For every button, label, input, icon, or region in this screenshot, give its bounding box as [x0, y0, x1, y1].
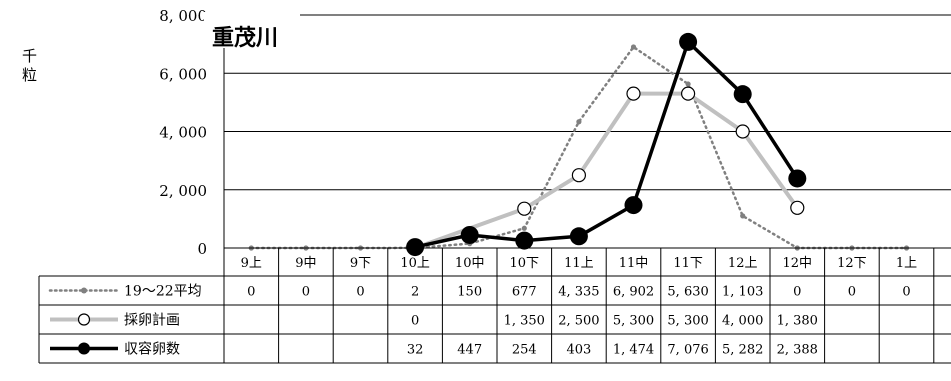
- data-point: [626, 86, 641, 101]
- data-point: [680, 86, 696, 101]
- data-point: [685, 81, 691, 87]
- data-point: [630, 44, 637, 50]
- data-point: [515, 231, 534, 250]
- data-point: [790, 200, 805, 215]
- category-label: 10上: [400, 256, 430, 271]
- data-point: [679, 32, 698, 51]
- table-cell-value: 0: [902, 285, 910, 300]
- table-cell-value: 4, 000: [722, 314, 763, 329]
- table-cell-value: 0: [247, 285, 255, 300]
- y-tick-label: 6, 000: [159, 65, 207, 83]
- legend-entry: 19～22平均: [48, 284, 202, 300]
- table-cell-value: 150: [457, 285, 482, 300]
- category-label: 9上: [241, 256, 262, 271]
- table-cell-value: 0: [356, 285, 364, 300]
- table-cell-value: 0: [848, 285, 856, 300]
- series-line: [250, 45, 908, 250]
- data-point: [521, 225, 527, 231]
- y-tick-label: 8, 000: [159, 7, 207, 25]
- series-line: [414, 91, 799, 250]
- data-point: [735, 124, 750, 139]
- category-label: 11上: [564, 256, 594, 271]
- category-label: 10中: [455, 256, 485, 271]
- table-cell-value: 4, 335: [558, 285, 599, 300]
- data-point: [733, 85, 752, 104]
- table-cell-value: 2, 500: [558, 314, 599, 329]
- table-cell-value: 5, 300: [667, 314, 708, 329]
- data-point: [740, 213, 746, 219]
- title-background: [204, 12, 300, 48]
- y-tick-label: 4, 000: [159, 124, 207, 142]
- gridlines: [223, 14, 951, 248]
- series-lines: [248, 32, 910, 257]
- table-cell-value: 6, 902: [613, 285, 654, 300]
- table-cell-value: 1, 103: [722, 285, 763, 300]
- table-cell-value: 2: [411, 285, 419, 300]
- table-cell-value: 7, 076: [667, 343, 708, 358]
- y-axis-unit-label-2: 粒: [22, 66, 37, 84]
- series-line: [414, 40, 799, 249]
- data-point: [406, 238, 425, 257]
- category-label: 12上: [728, 256, 758, 271]
- table-cell-value: 677: [512, 285, 537, 300]
- y-tick-label: 2, 000: [159, 182, 207, 200]
- table-cell-value: 0: [793, 285, 801, 300]
- category-label: 11中: [619, 256, 649, 271]
- category-label: 9中: [295, 256, 316, 271]
- legend-entry: 収容卵数: [50, 341, 180, 358]
- legend-label: 採卵計画: [124, 313, 180, 329]
- data-point: [624, 196, 643, 215]
- legend-marker: [77, 313, 91, 326]
- category-label: 11下: [673, 256, 703, 271]
- table-cell-value: 0: [302, 285, 310, 300]
- table-cell-value: 32: [407, 343, 424, 358]
- category-label: 12中: [783, 256, 813, 271]
- data-point: [571, 168, 587, 183]
- legend-label: 収容卵数: [124, 341, 180, 358]
- category-label: 10下: [510, 256, 540, 271]
- table-cell-value: 1, 380: [777, 314, 818, 329]
- table-cell-value: 0: [411, 314, 419, 329]
- data-table: 9上 9中 9下 10上 10中 10下 11上 11中 11下 12上 12中 12下 1上 19～22…: [38, 247, 951, 364]
- data-point: [517, 201, 532, 216]
- table-cell-value: 5, 300: [613, 314, 654, 329]
- series: [406, 32, 807, 257]
- legend-marker: [81, 287, 87, 294]
- table-cell-value: 403: [566, 343, 591, 358]
- legend-entry: 採卵計画: [50, 313, 180, 329]
- table-cell-value: 447: [457, 343, 482, 358]
- data-point: [569, 227, 588, 246]
- series: [248, 44, 910, 251]
- data-point: [576, 119, 582, 125]
- chart-title: 重茂川: [212, 26, 278, 51]
- category-label: 12下: [837, 256, 867, 271]
- table-cell-value: 2, 388: [777, 343, 818, 358]
- legend-label: 19～22平均: [124, 284, 202, 300]
- data-point: [788, 169, 807, 188]
- y-tick-label: 0: [197, 240, 207, 258]
- y-axis-unit-label: 千: [22, 47, 37, 65]
- legend-marker: [78, 342, 90, 355]
- table-cell-value: 254: [512, 343, 537, 358]
- table-cell-value: 1, 350: [504, 314, 545, 329]
- table-cell-value: 1, 474: [613, 343, 654, 358]
- table-cell-value: 5, 630: [667, 285, 708, 300]
- data-point: [460, 225, 479, 244]
- category-label: 9下: [350, 256, 371, 271]
- table-cell-value: 5, 282: [722, 343, 763, 358]
- y-tick-labels: 0 2, 000 4, 000 6, 000 8, 000: [159, 7, 207, 258]
- category-label: 1上: [896, 256, 917, 271]
